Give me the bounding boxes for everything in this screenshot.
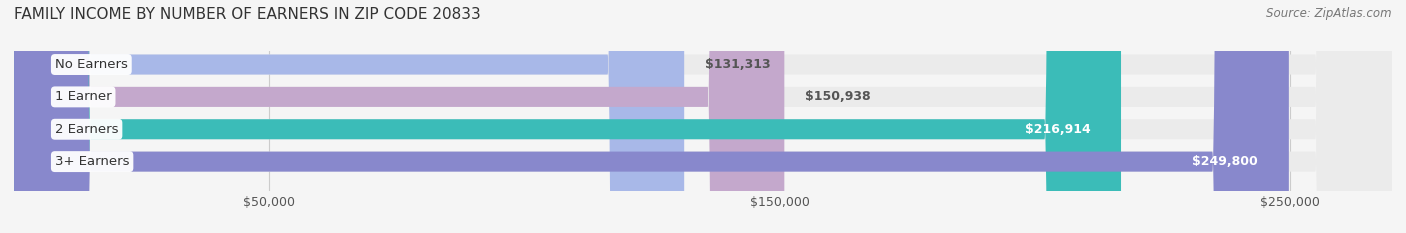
- FancyBboxPatch shape: [14, 0, 685, 233]
- Text: No Earners: No Earners: [55, 58, 128, 71]
- Text: $131,313: $131,313: [704, 58, 770, 71]
- Text: 3+ Earners: 3+ Earners: [55, 155, 129, 168]
- Text: Source: ZipAtlas.com: Source: ZipAtlas.com: [1267, 7, 1392, 20]
- Text: $249,800: $249,800: [1192, 155, 1258, 168]
- Text: 2 Earners: 2 Earners: [55, 123, 118, 136]
- FancyBboxPatch shape: [14, 0, 785, 233]
- Text: 1 Earner: 1 Earner: [55, 90, 111, 103]
- Text: FAMILY INCOME BY NUMBER OF EARNERS IN ZIP CODE 20833: FAMILY INCOME BY NUMBER OF EARNERS IN ZI…: [14, 7, 481, 22]
- FancyBboxPatch shape: [14, 0, 1289, 233]
- FancyBboxPatch shape: [14, 0, 1121, 233]
- FancyBboxPatch shape: [14, 0, 1392, 233]
- Text: $150,938: $150,938: [804, 90, 870, 103]
- FancyBboxPatch shape: [14, 0, 1392, 233]
- Text: $216,914: $216,914: [1025, 123, 1091, 136]
- FancyBboxPatch shape: [14, 0, 1392, 233]
- FancyBboxPatch shape: [14, 0, 1392, 233]
